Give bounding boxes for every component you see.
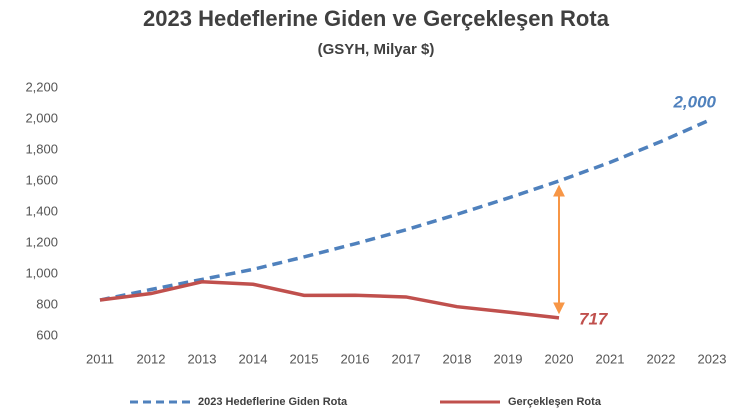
y-tick-label: 2,000	[25, 110, 58, 125]
series-line	[99, 279, 560, 320]
legend-label: 2023 Hedeflerine Giden Rota	[198, 396, 348, 408]
data-label: 717	[579, 309, 609, 328]
x-tick-label: 2011	[86, 351, 114, 366]
y-tick-label: 1,400	[25, 203, 58, 218]
x-tick-label: 2013	[188, 351, 217, 366]
x-tick-label: 2012	[137, 351, 166, 366]
y-tick-label: 800	[36, 296, 58, 311]
x-tick-label: 2016	[341, 351, 370, 366]
x-tick-label: 2014	[239, 351, 268, 366]
x-tick-label: 2022	[647, 351, 676, 366]
y-tick-label: 1,200	[25, 234, 58, 249]
y-tick-label: 2,200	[25, 79, 58, 94]
x-tick-label: 2020	[545, 351, 574, 366]
data-label: 2,000	[672, 92, 716, 111]
x-tick-label: 2015	[290, 351, 319, 366]
chart-subtitle: (GSYH, Milyar $)	[318, 41, 435, 58]
y-tick-label: 1,800	[25, 141, 58, 156]
series-line	[99, 117, 713, 302]
x-tick-label: 2021	[596, 351, 625, 366]
chart-title: 2023 Hedeflerine Giden ve Gerçekleşen Ro…	[143, 6, 610, 31]
y-tick-label: 1,600	[25, 172, 58, 187]
y-tick-label: 600	[36, 327, 58, 342]
x-tick-label: 2019	[494, 351, 523, 366]
legend-label: Gerçekleşen Rota	[508, 396, 602, 408]
y-tick-label: 1,000	[25, 265, 58, 280]
x-tick-label: 2017	[392, 351, 421, 366]
x-tick-label: 2018	[443, 351, 472, 366]
x-tick-label: 2023	[698, 351, 727, 366]
